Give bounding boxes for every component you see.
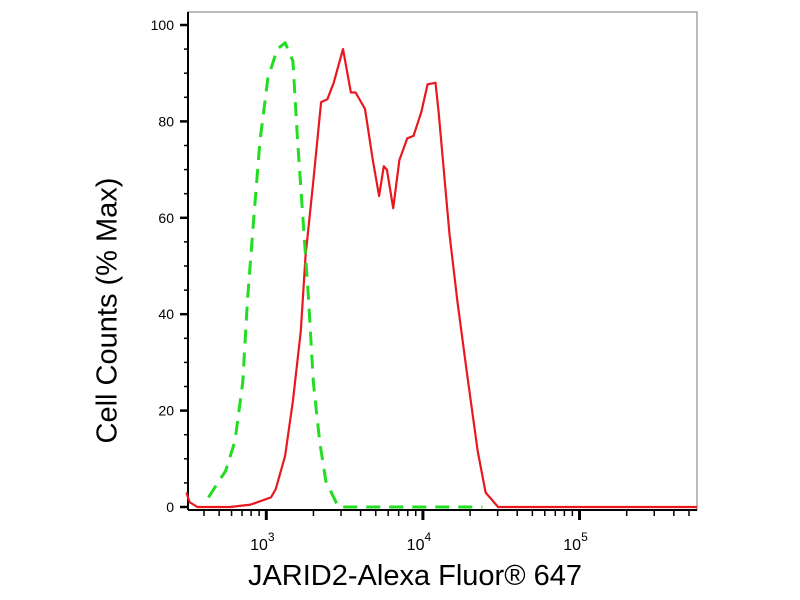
x-tick-label: 105 (563, 530, 588, 554)
x-tick-label: 103 (250, 530, 275, 554)
y-tick-label: 80 (158, 113, 174, 129)
x-axis-label: JARID2-Alexa Fluor® 647 (247, 560, 583, 592)
y-tick-label: 0 (166, 499, 174, 515)
y-tick-label: 40 (158, 306, 174, 322)
y-axis-label: Cell Counts (% Max) (91, 177, 124, 444)
y-tick-label: 100 (151, 17, 175, 33)
y-tick-label: 20 (158, 403, 174, 419)
control-histogram-line (207, 41, 483, 509)
x-tick-label: 104 (407, 530, 432, 554)
sample-histogram-line (185, 47, 697, 509)
y-tick-label: 60 (158, 210, 174, 226)
plot-frame (187, 11, 698, 511)
